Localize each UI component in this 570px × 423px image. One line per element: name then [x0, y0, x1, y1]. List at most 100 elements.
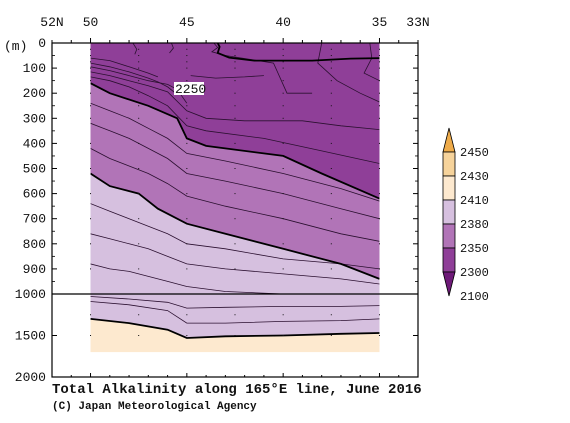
sample-dot	[186, 268, 188, 270]
sample-dot	[186, 48, 188, 50]
y-tick-label: 900	[23, 262, 46, 277]
x-tick-label: 33N	[406, 15, 429, 30]
sample-dot	[234, 268, 236, 270]
sample-dot	[234, 92, 236, 94]
sample-dot	[90, 168, 92, 169]
sample-dots	[90, 48, 380, 336]
sample-dot	[90, 193, 92, 195]
sample-dot	[330, 80, 332, 82]
legend-swatch	[442, 151, 456, 177]
thin-contour-15	[363, 43, 380, 82]
y-axis: 0 100 200 300 400 500 600 700 800 900 1000 1500 2000	[15, 36, 418, 385]
sample-dot	[138, 218, 140, 220]
bold-contour-2300	[90, 82, 380, 200]
thin-contour-9	[90, 233, 380, 285]
band-below-2300	[90, 43, 380, 199]
y-tick-label: 100	[23, 61, 46, 76]
sample-dot	[234, 67, 236, 69]
bold-contours	[90, 43, 380, 339]
sample-dot	[234, 55, 236, 57]
sample-dot	[138, 80, 140, 82]
sample-dot	[282, 61, 284, 63]
sample-dot	[90, 268, 92, 270]
sample-dot	[282, 142, 284, 144]
sample-dot	[330, 168, 332, 169]
sample-dot	[378, 92, 380, 94]
thin-contour-1	[90, 62, 178, 95]
sample-dot	[282, 243, 284, 245]
sample-dot	[378, 193, 380, 195]
sample-dot	[90, 105, 92, 107]
thin-contour-0	[90, 57, 159, 78]
sample-dot	[282, 218, 284, 220]
thin-contour-11	[132, 43, 138, 55]
legend-swatch	[442, 223, 456, 249]
sample-dot	[90, 243, 92, 245]
sample-dot	[138, 55, 140, 57]
sample-dot	[234, 243, 236, 245]
sample-dot	[282, 55, 284, 57]
sample-dot	[186, 61, 188, 63]
y-tick-label: 600	[23, 187, 46, 202]
thin-contour-14	[317, 43, 380, 103]
thin-contour-12	[169, 43, 174, 54]
sample-dot	[282, 92, 284, 94]
sample-dot	[378, 61, 380, 63]
sample-dot	[90, 314, 92, 316]
sample-dot	[378, 218, 380, 220]
color-legend: 2450 2430 2410 2380 2350 2300 2100	[442, 127, 489, 304]
sample-dot	[138, 142, 140, 144]
legend-label: 2350	[460, 242, 489, 256]
sample-dot	[90, 92, 92, 94]
sample-dot	[138, 314, 140, 316]
sample-dot	[186, 105, 188, 107]
sample-dot	[90, 80, 92, 82]
sample-dot	[186, 193, 188, 195]
sample-dot	[330, 335, 332, 336]
sample-dot	[138, 61, 140, 63]
thin-contour-8	[90, 203, 380, 270]
sample-dot	[330, 61, 332, 63]
legend-swatch	[442, 175, 456, 201]
sample-dot	[330, 243, 332, 245]
thin-contour-16	[190, 75, 264, 79]
legend-label: 2450	[460, 146, 489, 160]
sample-dot	[330, 55, 332, 57]
y-axis-unit-label: (m)	[4, 39, 27, 54]
sample-dot	[282, 193, 284, 195]
x-tick-label: 50	[83, 15, 99, 30]
sample-dot	[90, 117, 92, 119]
legend-label: 2430	[460, 170, 489, 184]
y-tick-label: 300	[23, 111, 46, 126]
x-tick-label: 40	[275, 15, 291, 30]
sample-dot	[186, 314, 188, 316]
sample-dot	[138, 168, 140, 169]
sample-dot	[234, 48, 236, 50]
sample-dot	[138, 105, 140, 107]
sample-dot	[186, 168, 188, 169]
sample-dot	[90, 48, 92, 50]
sample-dot	[90, 335, 92, 336]
sample-dot	[234, 314, 236, 316]
y-tick-label: 400	[23, 136, 46, 151]
sample-dot	[330, 48, 332, 50]
sample-dot	[378, 48, 380, 50]
sample-dot	[138, 117, 140, 119]
sample-dot	[378, 168, 380, 169]
sample-dot	[378, 55, 380, 57]
thin-contour-17	[90, 296, 380, 309]
sample-dot	[186, 117, 188, 119]
legend-label: 2410	[460, 194, 489, 208]
sample-dot	[90, 61, 92, 63]
y-tick-label: 700	[23, 212, 46, 227]
sample-dot	[378, 142, 380, 144]
thin-contour-4	[90, 76, 380, 164]
sample-dot	[138, 268, 140, 270]
legend-label: 2380	[460, 218, 489, 232]
sample-dot	[282, 80, 284, 82]
sample-dot	[330, 218, 332, 220]
sample-dot	[234, 117, 236, 119]
y-tick-label: 2000	[15, 370, 46, 385]
sample-dot	[234, 168, 236, 169]
sample-dot	[282, 48, 284, 50]
